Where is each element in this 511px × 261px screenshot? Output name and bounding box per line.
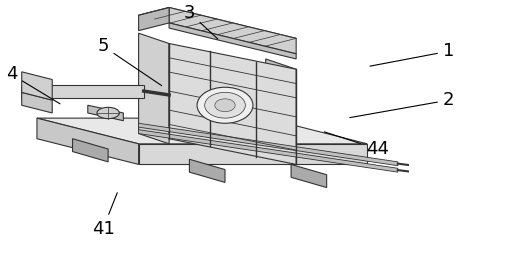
Polygon shape [32,85,144,98]
Polygon shape [190,159,225,182]
Polygon shape [291,164,327,188]
Polygon shape [138,8,169,31]
Polygon shape [37,118,367,144]
Polygon shape [22,72,52,100]
Text: 3: 3 [183,4,218,39]
Polygon shape [266,59,296,164]
Polygon shape [73,139,108,162]
Polygon shape [88,105,123,121]
Polygon shape [22,92,52,113]
Polygon shape [169,8,296,54]
Polygon shape [138,130,398,172]
Text: 41: 41 [91,193,117,238]
Polygon shape [169,44,296,164]
Text: 4: 4 [6,66,60,104]
Polygon shape [138,123,398,166]
Text: 44: 44 [324,132,389,158]
Polygon shape [22,85,32,100]
Polygon shape [138,33,169,144]
Ellipse shape [197,87,253,123]
Polygon shape [138,144,367,164]
Text: 5: 5 [97,37,161,86]
Text: 1: 1 [370,42,454,66]
Text: 2: 2 [350,91,454,118]
Polygon shape [138,8,296,46]
Ellipse shape [205,92,245,118]
Polygon shape [37,118,138,164]
Ellipse shape [215,99,235,112]
Circle shape [97,107,119,119]
Polygon shape [169,23,296,59]
